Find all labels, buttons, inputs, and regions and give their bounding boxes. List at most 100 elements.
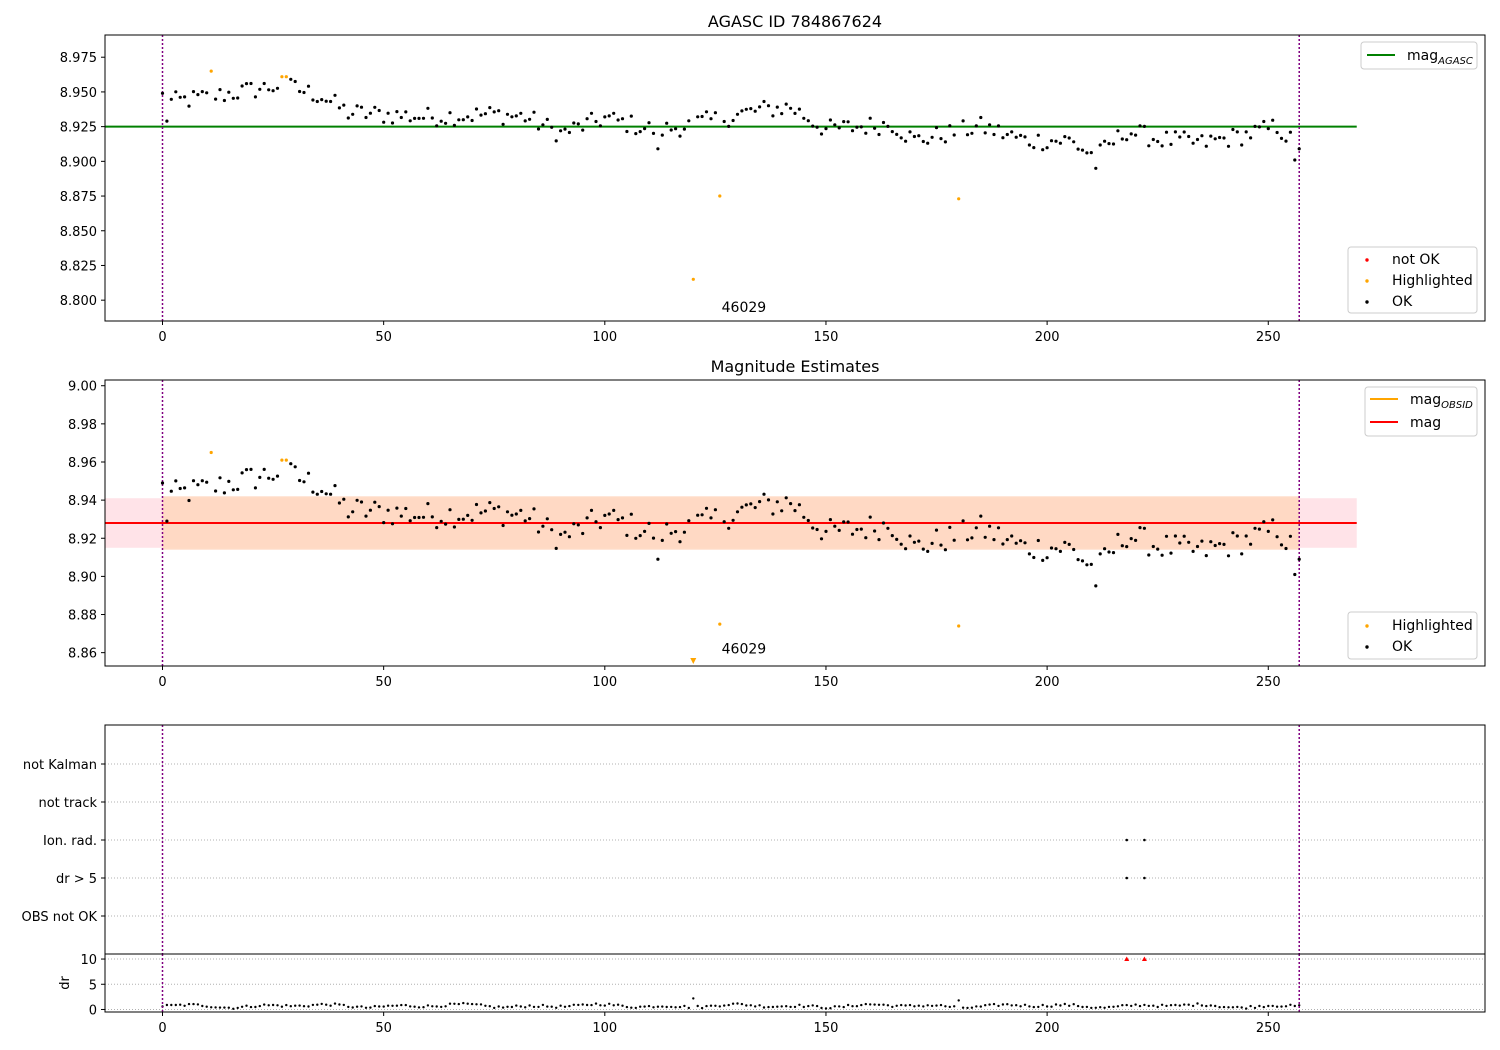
- ok-point: [908, 130, 912, 134]
- ok-point: [329, 492, 333, 496]
- panel1-annotation: 46029: [722, 300, 767, 316]
- legend-label-highlighted: Highlighted: [1392, 273, 1473, 289]
- dr-point: [501, 1006, 505, 1009]
- ok-point: [731, 118, 735, 123]
- ok-point: [1218, 542, 1222, 546]
- dr-point: [674, 1006, 677, 1009]
- dr-point: [555, 1006, 558, 1009]
- ok-point: [267, 88, 271, 92]
- dr-point: [333, 1002, 337, 1005]
- ok-point: [837, 126, 841, 130]
- dr-point: [877, 1003, 881, 1006]
- ok-point: [1173, 130, 1177, 134]
- dr-point: [497, 1005, 500, 1008]
- ok-point: [775, 500, 779, 504]
- panel2-xtick-label: 0: [158, 675, 166, 690]
- dr-point: [448, 1002, 452, 1005]
- ok-point: [784, 102, 788, 106]
- dr-point: [537, 1005, 540, 1009]
- dr-point: [1209, 1004, 1213, 1007]
- ok-point: [426, 106, 430, 110]
- ok-point: [1067, 542, 1071, 547]
- dr-point: [559, 1004, 562, 1007]
- dr-point: [1222, 1005, 1226, 1009]
- ok-point: [1271, 518, 1275, 522]
- ok-point: [183, 486, 187, 490]
- ok-point: [1027, 552, 1031, 556]
- ok-point: [1080, 559, 1085, 563]
- ok-point: [722, 119, 726, 124]
- panel-magnitude-estimates: Magnitude Estimates 46029 0 50 100 150 200 25…: [68, 357, 1486, 690]
- highlighted-point: [957, 624, 961, 628]
- ok-point: [979, 115, 983, 120]
- ok-point: [735, 112, 740, 116]
- ok-point: [1262, 119, 1266, 124]
- ok-point: [979, 514, 983, 518]
- dr-point: [347, 1005, 350, 1009]
- dr-point: [992, 1002, 996, 1006]
- ok-point: [1045, 556, 1049, 560]
- ok-point: [948, 525, 952, 530]
- ok-point: [864, 131, 868, 135]
- ok-point: [1164, 534, 1169, 538]
- ok-point: [806, 119, 810, 123]
- ok-point: [886, 124, 890, 128]
- dr-point: [1068, 1004, 1071, 1007]
- ok-point: [1191, 141, 1195, 145]
- ok-point: [523, 519, 527, 523]
- ok-point: [1116, 532, 1120, 537]
- panel1-ytick-label: 8.900: [60, 155, 97, 170]
- ok-point: [479, 113, 483, 117]
- ok-point: [218, 88, 222, 92]
- ok-point: [1134, 133, 1138, 137]
- panel2-title: Magnitude Estimates: [711, 357, 880, 376]
- ok-point: [1111, 551, 1116, 555]
- ok-point: [753, 506, 757, 510]
- panel4-xtick-label: 150: [814, 1021, 839, 1036]
- dr-point: [1032, 1005, 1036, 1009]
- dr-point: [988, 1003, 991, 1006]
- dr-point: [470, 1002, 474, 1006]
- ok-point: [1226, 144, 1231, 148]
- ok-point: [452, 123, 456, 127]
- dr-point: [550, 1005, 553, 1008]
- ok-point: [585, 117, 589, 121]
- dr-point: [1152, 1004, 1155, 1007]
- ok-point: [1279, 543, 1284, 547]
- flag-label: dr > 5: [56, 872, 97, 887]
- ok-point: [244, 82, 249, 86]
- ok-point: [205, 91, 209, 95]
- ok-point: [713, 508, 718, 512]
- ok-point: [174, 90, 178, 94]
- dr-point: [1245, 1007, 1248, 1010]
- ok-point: [727, 124, 731, 128]
- dr-point: [1081, 1005, 1084, 1009]
- ok-point: [275, 474, 280, 478]
- ok-point: [342, 497, 346, 501]
- ok-point: [351, 112, 355, 116]
- ok-point: [1209, 540, 1213, 544]
- ok-point: [1195, 544, 1200, 549]
- ok-point: [859, 125, 863, 129]
- dr-point: [1196, 1002, 1199, 1005]
- ok-point: [452, 525, 456, 529]
- dr-point: [1085, 1005, 1089, 1009]
- ok-point: [497, 109, 501, 113]
- ok-point: [174, 479, 178, 483]
- ok-point: [1001, 136, 1005, 140]
- ok-point: [536, 530, 541, 534]
- ok-point: [227, 90, 231, 94]
- ok-point: [196, 483, 200, 487]
- highlighted-point: [209, 69, 213, 73]
- dr-point: [435, 1005, 438, 1008]
- panel2-ytick-label: 8.90: [68, 570, 97, 585]
- ok-point: [877, 132, 881, 137]
- ok-point: [1244, 130, 1248, 134]
- ok-point: [271, 477, 275, 481]
- ok-point: [1169, 142, 1173, 146]
- offscale-marker: [690, 658, 697, 664]
- dr-point: [457, 1002, 460, 1006]
- dr-point: [488, 1005, 491, 1008]
- ok-point: [1235, 130, 1239, 134]
- ok-point: [541, 123, 545, 127]
